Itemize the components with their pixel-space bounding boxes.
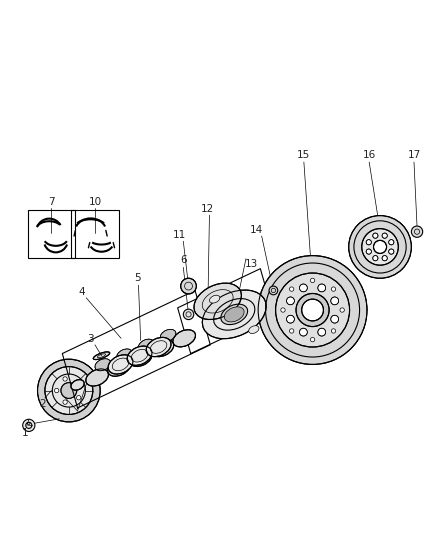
Ellipse shape [209, 295, 220, 303]
Circle shape [366, 240, 371, 245]
Ellipse shape [117, 349, 132, 361]
Circle shape [349, 215, 411, 278]
Circle shape [340, 308, 344, 312]
Circle shape [382, 233, 387, 238]
Ellipse shape [138, 339, 154, 351]
Circle shape [77, 381, 81, 385]
Circle shape [296, 294, 329, 327]
Ellipse shape [86, 369, 109, 386]
Circle shape [331, 297, 339, 305]
Circle shape [374, 240, 387, 254]
Circle shape [281, 308, 285, 312]
Ellipse shape [146, 337, 171, 357]
Circle shape [181, 278, 196, 294]
Ellipse shape [129, 349, 152, 367]
Circle shape [290, 287, 294, 291]
Text: 4: 4 [78, 287, 85, 297]
Circle shape [331, 287, 336, 291]
Text: 7: 7 [48, 197, 55, 207]
Circle shape [184, 309, 194, 320]
Ellipse shape [71, 379, 84, 390]
Circle shape [45, 367, 93, 415]
Text: 14: 14 [250, 225, 263, 236]
Ellipse shape [173, 330, 195, 347]
Circle shape [302, 299, 323, 321]
Circle shape [300, 328, 307, 336]
Circle shape [38, 359, 100, 422]
Circle shape [23, 419, 35, 431]
Circle shape [290, 329, 294, 333]
Circle shape [366, 249, 371, 254]
Circle shape [411, 226, 423, 237]
Text: 5: 5 [134, 273, 141, 283]
Ellipse shape [221, 304, 247, 325]
Circle shape [63, 400, 67, 405]
Circle shape [331, 329, 336, 333]
Circle shape [373, 233, 378, 238]
Text: 12: 12 [201, 204, 214, 214]
Circle shape [318, 328, 325, 336]
Ellipse shape [108, 355, 133, 374]
Text: 1: 1 [22, 428, 28, 438]
Circle shape [276, 273, 350, 347]
Text: 15: 15 [297, 150, 311, 160]
Ellipse shape [127, 346, 152, 365]
Text: 6: 6 [180, 255, 187, 265]
Ellipse shape [160, 329, 176, 342]
Circle shape [318, 284, 325, 292]
Ellipse shape [194, 283, 241, 319]
Circle shape [54, 389, 59, 393]
Ellipse shape [224, 307, 244, 322]
Circle shape [300, 284, 307, 292]
Text: 11: 11 [173, 230, 187, 240]
Circle shape [382, 255, 387, 261]
Circle shape [311, 337, 315, 342]
Text: 3: 3 [87, 334, 94, 344]
Circle shape [286, 297, 294, 305]
Text: 10: 10 [88, 197, 102, 207]
Circle shape [269, 286, 278, 295]
Ellipse shape [108, 359, 130, 376]
Circle shape [362, 229, 398, 265]
Text: 16: 16 [363, 150, 376, 160]
Ellipse shape [249, 326, 259, 334]
Text: 13: 13 [245, 259, 258, 269]
Circle shape [258, 256, 367, 365]
Circle shape [389, 249, 394, 254]
Ellipse shape [151, 340, 174, 357]
Ellipse shape [93, 352, 110, 360]
Ellipse shape [95, 359, 111, 371]
Circle shape [63, 377, 67, 381]
Circle shape [311, 278, 315, 282]
Circle shape [389, 240, 394, 245]
Circle shape [331, 315, 339, 323]
Circle shape [373, 255, 378, 261]
Circle shape [286, 315, 294, 323]
Text: 2: 2 [39, 399, 46, 409]
Circle shape [61, 383, 77, 398]
Circle shape [77, 395, 81, 400]
Text: 17: 17 [407, 150, 420, 160]
Ellipse shape [202, 290, 266, 338]
